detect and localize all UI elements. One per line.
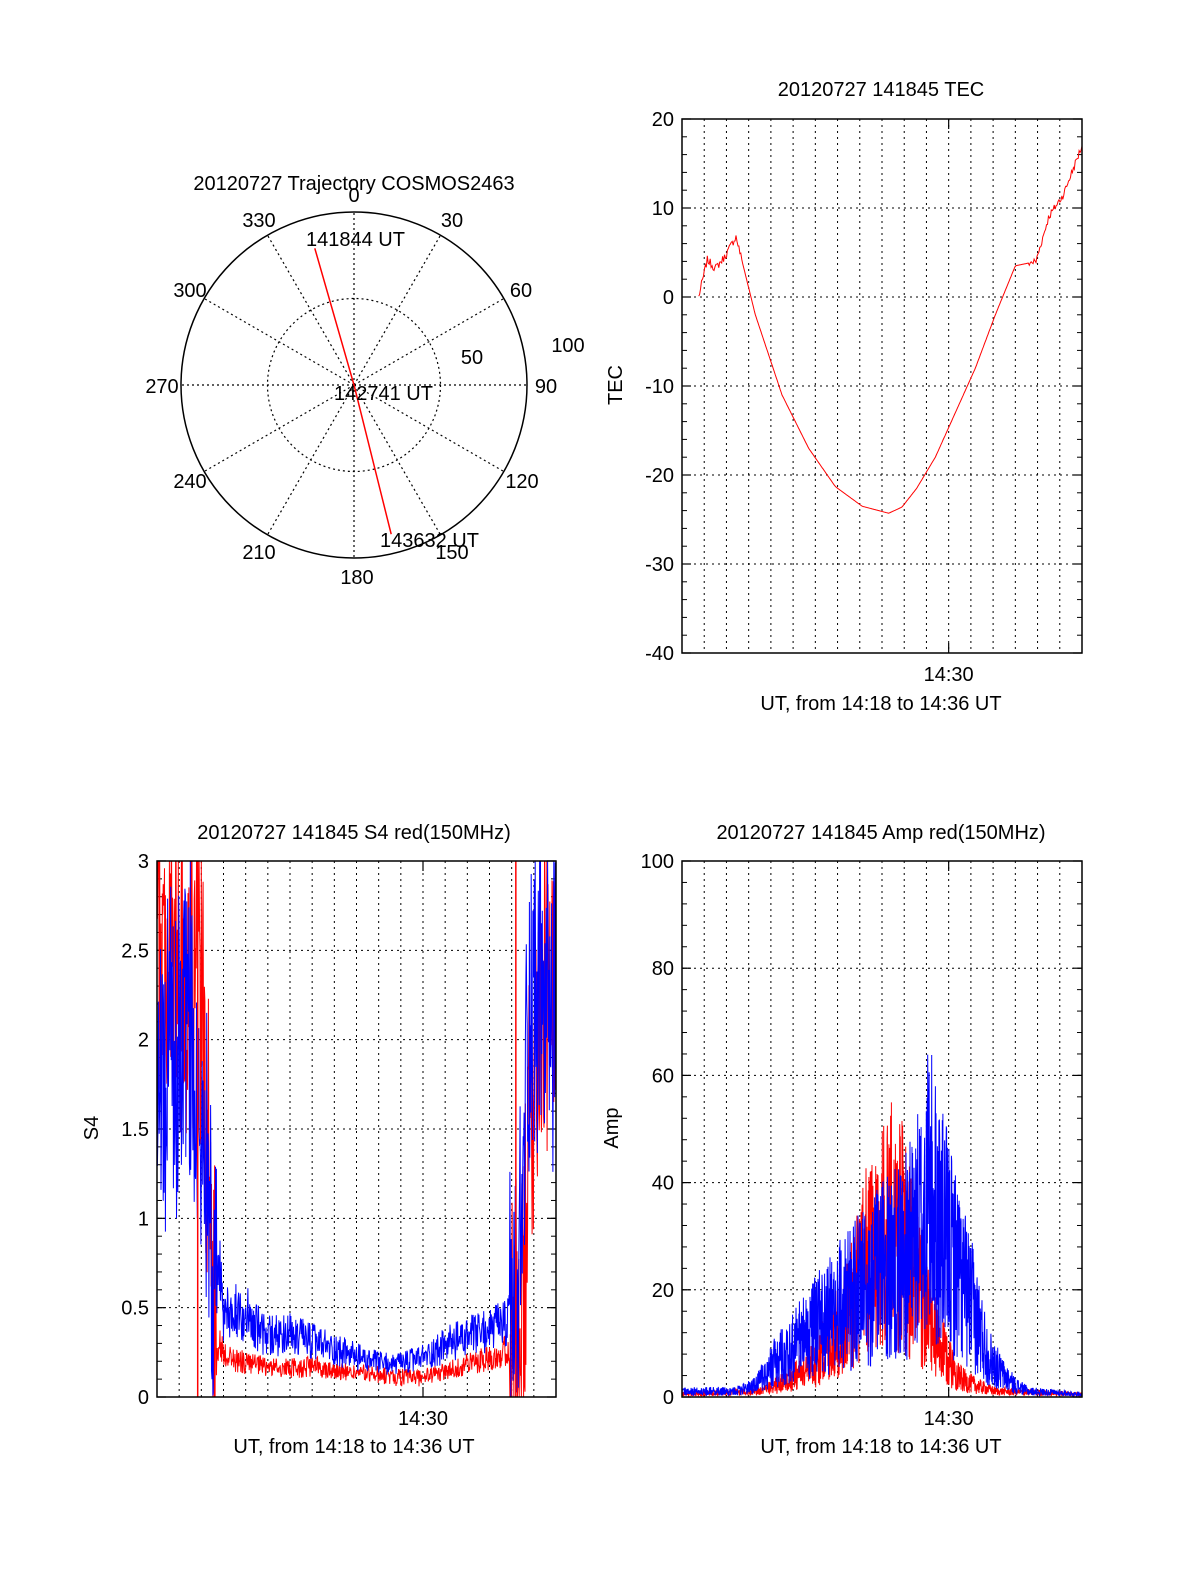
y-tick-label: 0.5 — [121, 1298, 149, 1320]
plot-frame — [681, 118, 1083, 654]
polar-radial-label: 50 — [461, 347, 483, 369]
polar-annotation-end: 143632 UT — [380, 530, 479, 552]
tec-xlabel: UT, from 14:18 to 14:36 UT — [760, 693, 1001, 715]
polar-angle-label: 180 — [340, 567, 373, 589]
polar-angle-label: 120 — [505, 471, 538, 493]
s4-xlabel: UT, from 14:18 to 14:36 UT — [233, 1436, 474, 1458]
series-line-b — [156, 860, 557, 1398]
x-tick-label: 14:30 — [398, 1408, 448, 1430]
polar-angle-label: 0 — [348, 185, 359, 207]
y-tick-label: -30 — [645, 554, 674, 576]
polar-angle-label: 270 — [145, 376, 178, 398]
polar-angle-label: 240 — [173, 471, 206, 493]
y-tick-label: 0 — [138, 1387, 149, 1409]
amp-chart: 20120727 141845 Amp red(150MHz) UT, from… — [601, 822, 1083, 1458]
polar-spoke — [203, 384, 355, 473]
series-line-a — [698, 145, 1083, 514]
polar-spoke — [353, 297, 505, 386]
polar-annotation-mid: 142741 UT — [334, 383, 433, 405]
tec-ylabel: TEC — [605, 365, 627, 405]
y-tick-label: 0 — [663, 287, 674, 309]
amp-ylabel: Amp — [601, 1107, 623, 1148]
polar-spoke — [353, 234, 442, 386]
tec-chart: 20120727 141845 TEC UT, from 14:18 to 14… — [605, 79, 1083, 715]
polar-outer-circle — [180, 211, 528, 559]
polar-angle-label: 30 — [441, 210, 463, 232]
s4-ylabel: S4 — [81, 1116, 103, 1140]
polar-angle-label: 150 — [435, 542, 468, 564]
polar-angle-label: 90 — [535, 376, 557, 398]
polar-trajectory-chart: 20120727 Trajectory COSMOS2463 0 30 60 90 12… — [145, 173, 584, 589]
y-tick-label: 100 — [641, 851, 674, 873]
y-tick-label: -20 — [645, 465, 674, 487]
plot-frame — [681, 860, 1083, 1398]
amp-xlabel: UT, from 14:18 to 14:36 UT — [760, 1436, 1001, 1458]
polar-angle-label: 60 — [510, 280, 532, 302]
y-tick-label: 10 — [652, 198, 674, 220]
amp-title: 20120727 141845 Amp red(150MHz) — [716, 822, 1045, 844]
y-tick-label: 80 — [652, 958, 674, 980]
polar-angle-label: 300 — [173, 280, 206, 302]
polar-spoke — [353, 384, 505, 473]
y-tick-label: 1 — [138, 1208, 149, 1230]
polar-spoke — [353, 384, 442, 536]
polar-spoke — [203, 297, 355, 386]
s4-chart: 20120727 141845 S4 red(150MHz) UT, from … — [81, 822, 557, 1458]
polar-spoke — [266, 234, 355, 386]
polar-annotation-start: 141844 UT — [306, 229, 405, 251]
series-line-b — [681, 1054, 1083, 1399]
y-tick-label: 60 — [652, 1065, 674, 1087]
y-tick-label: 20 — [652, 1280, 674, 1302]
polar-trajectory-line — [314, 248, 392, 535]
tec-title: 20120727 141845 TEC — [778, 79, 984, 101]
y-tick-label: 40 — [652, 1173, 674, 1195]
polar-spoke — [266, 384, 355, 536]
s4-title: 20120727 141845 S4 red(150MHz) — [197, 822, 511, 844]
x-tick-label: 14:30 — [924, 664, 974, 686]
polar-angle-label: 330 — [242, 210, 275, 232]
plot-frame — [156, 860, 557, 1398]
y-tick-label: 3 — [138, 851, 149, 873]
y-tick-label: 2 — [138, 1030, 149, 1052]
polar-radial-label: 100 — [551, 335, 584, 357]
y-tick-label: -10 — [645, 376, 674, 398]
y-tick-label: 1.5 — [121, 1119, 149, 1141]
series-line-a — [156, 860, 557, 1398]
y-tick-label: 2.5 — [121, 940, 149, 962]
y-tick-label: 20 — [652, 109, 674, 131]
polar-angle-label: 210 — [242, 542, 275, 564]
y-tick-label: 0 — [663, 1387, 674, 1409]
y-tick-label: -40 — [645, 643, 674, 665]
x-tick-label: 14:30 — [924, 1408, 974, 1430]
polar-title: 20120727 Trajectory COSMOS2463 — [193, 173, 514, 195]
